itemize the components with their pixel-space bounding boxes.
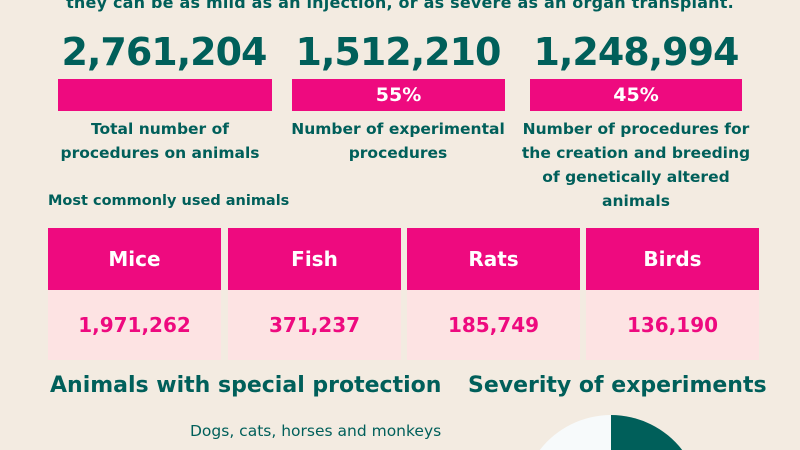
animal-header-rats: Rats (407, 228, 580, 290)
stat-experimental-value: 1,512,210 (295, 30, 502, 74)
animal-header-mice: Mice (48, 228, 221, 290)
stat-total-label: Total number of procedures on animals (60, 120, 260, 162)
animal-count-rats: 185,749 (407, 290, 580, 360)
stat-total-value: 2,761,204 (61, 30, 268, 74)
animal-header-fish: Fish (228, 228, 401, 290)
protection-text: Dogs, cats, horses and monkeys (190, 422, 442, 440)
stat-total-bar (58, 79, 272, 111)
animals-title: Most commonly used animals (48, 193, 290, 209)
animal-header-birds: Birds (586, 228, 759, 290)
stat-ga-value: 1,248,994 (533, 30, 740, 74)
animal-count-birds: 136,190 (586, 290, 759, 360)
protection-title: Animals with special protection (50, 373, 442, 398)
severity-title: Severity of experiments (468, 373, 767, 398)
severity-pie (539, 415, 683, 450)
stat-experimental-bar: 55% (292, 79, 505, 111)
pie-slice-light (539, 415, 611, 450)
pie-slice-teal (611, 415, 683, 450)
intro-text: they can be as mild as an injection, or … (66, 0, 734, 12)
animal-count-mice: 1,971,262 (48, 290, 221, 360)
animal-count-fish: 371,237 (228, 290, 401, 360)
stat-ga-bar: 45% (530, 79, 742, 111)
stat-experimental-label: Number of experimental procedures (291, 120, 505, 162)
stat-ga-label: Number of procedures for the creation an… (521, 120, 751, 210)
